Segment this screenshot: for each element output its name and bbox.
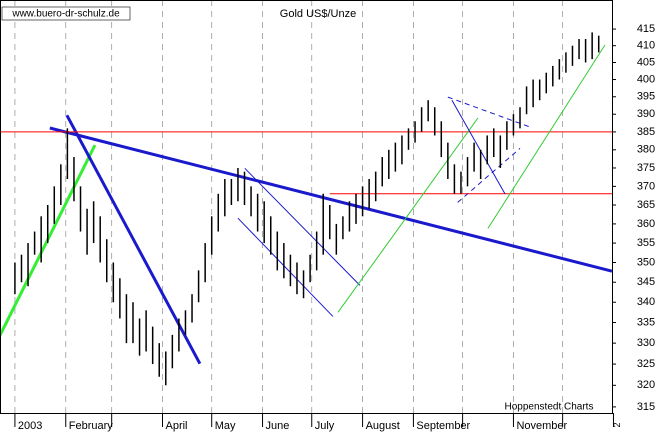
x-tick-label: September <box>416 420 470 432</box>
y-tick-label: 395 <box>637 91 655 103</box>
y-tick-label: 400 <box>637 73 655 85</box>
x-tick-label: November <box>516 420 567 432</box>
y-tick-label: 325 <box>637 358 655 370</box>
y-tick-label: 375 <box>637 162 655 174</box>
y-tick-label: 340 <box>637 296 655 308</box>
trend-line <box>337 117 479 313</box>
y-tick-label: 380 <box>637 144 655 156</box>
x-tick-label: 2003 <box>18 420 42 432</box>
grid <box>14 0 564 413</box>
y-tick-label: 415 <box>637 23 655 35</box>
watermark-box <box>1 6 131 21</box>
axes: 2003 February April May June July August Septem… <box>14 23 655 432</box>
y-tick-label: 365 <box>637 199 655 211</box>
plot <box>0 32 613 386</box>
source-label: Hoppenstedt Charts <box>505 402 594 413</box>
trend-line <box>244 167 361 286</box>
y-tick-label: 355 <box>637 237 655 249</box>
trend-line <box>447 96 531 128</box>
trend-line <box>65 114 202 365</box>
trend-line <box>457 147 521 203</box>
y-tick-label: 410 <box>637 40 655 52</box>
trend-line <box>237 217 334 317</box>
y-tick-label: 345 <box>637 276 655 288</box>
trend-line <box>487 44 606 229</box>
trend-line <box>451 99 506 195</box>
x-tick-label: April <box>166 420 188 432</box>
y-tick-label: 330 <box>637 337 655 349</box>
y-tick-label: 335 <box>637 316 655 328</box>
y-tick-label: 370 <box>637 180 655 192</box>
x-tick-label: July <box>315 420 335 432</box>
chart-title: Gold US$/Unze <box>280 8 356 20</box>
watermark: www.buero-dr-schulz.de <box>11 9 120 20</box>
x-tick-label: May <box>215 420 236 432</box>
x-tick-label: June <box>266 420 290 432</box>
trend-line <box>49 126 613 273</box>
x-tick-label: 2 <box>612 422 622 427</box>
y-tick-label: 385 <box>637 126 655 138</box>
y-tick-label: 405 <box>637 56 655 68</box>
x-tick-label: August <box>366 420 400 432</box>
y-tick-label: 360 <box>637 218 655 230</box>
y-tick-label: 320 <box>637 379 655 391</box>
y-tick-label: 315 <box>637 401 655 413</box>
plot-frame <box>0 0 613 414</box>
y-tick-label: 390 <box>637 108 655 120</box>
x-tick-label: February <box>69 420 114 432</box>
y-tick-label: 350 <box>637 256 655 268</box>
